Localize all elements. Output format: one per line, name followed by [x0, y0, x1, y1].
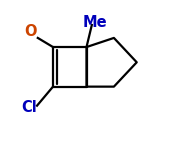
Text: Cl: Cl	[21, 100, 37, 115]
Text: O: O	[24, 24, 37, 39]
Text: Me: Me	[83, 15, 107, 30]
